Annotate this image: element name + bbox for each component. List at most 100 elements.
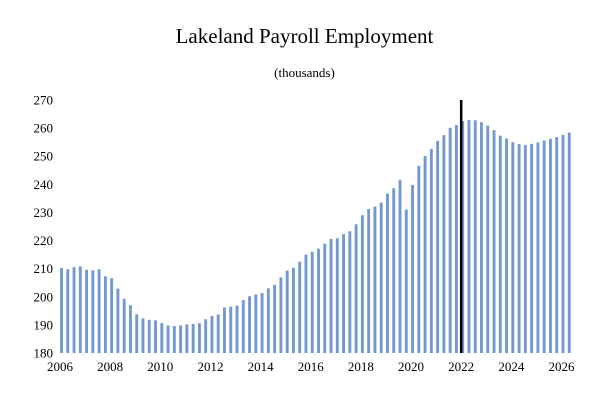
bar bbox=[254, 294, 258, 353]
bar bbox=[154, 320, 157, 353]
chart-subtitle: (thousands) bbox=[274, 65, 335, 80]
bar bbox=[241, 300, 245, 353]
x-tick-label: 2014 bbox=[248, 359, 275, 374]
bar bbox=[511, 142, 515, 353]
x-axis-ticks: 2006 2008 2010 2012 2014 2016 2018 2020 2022 2024… bbox=[47, 359, 575, 374]
bar bbox=[379, 202, 383, 353]
bar bbox=[172, 326, 176, 353]
bar bbox=[72, 267, 76, 353]
bar bbox=[298, 261, 302, 353]
x-tick-label: 2010 bbox=[147, 359, 173, 374]
bar bbox=[329, 238, 333, 353]
bar bbox=[530, 143, 534, 353]
y-tick-label: 210 bbox=[34, 261, 54, 276]
bar bbox=[448, 127, 452, 353]
bar bbox=[354, 224, 358, 353]
bar bbox=[392, 188, 396, 353]
bar bbox=[285, 270, 289, 353]
bar bbox=[166, 325, 170, 353]
chart-title: Lakeland Payroll Employment bbox=[175, 24, 434, 48]
y-axis-ticks: 180 190 200 210 220 230 240 250 260 270 bbox=[34, 93, 54, 361]
bar bbox=[523, 144, 527, 353]
bar bbox=[147, 319, 151, 353]
y-tick-label: 220 bbox=[34, 233, 54, 248]
y-tick-label: 190 bbox=[34, 317, 54, 332]
bar bbox=[461, 121, 465, 353]
bar bbox=[279, 277, 283, 353]
bar bbox=[567, 132, 571, 353]
x-tick-label: 2018 bbox=[348, 359, 374, 374]
bar bbox=[185, 324, 189, 353]
bar bbox=[467, 119, 471, 354]
bar bbox=[66, 269, 70, 353]
bar bbox=[436, 141, 440, 353]
x-tick-label: 2008 bbox=[97, 359, 123, 374]
bar bbox=[229, 306, 233, 353]
y-tick-label: 270 bbox=[34, 93, 54, 108]
bar bbox=[103, 276, 107, 353]
x-tick-label: 2016 bbox=[298, 359, 325, 374]
bar bbox=[555, 137, 559, 353]
bar bbox=[235, 305, 239, 353]
bar bbox=[411, 184, 414, 353]
bar bbox=[260, 293, 264, 353]
bar bbox=[273, 284, 277, 353]
bar bbox=[304, 254, 308, 353]
bar bbox=[486, 125, 490, 353]
bar bbox=[323, 243, 327, 353]
bar bbox=[367, 209, 371, 353]
bar bbox=[110, 278, 114, 353]
y-tick-label: 240 bbox=[34, 177, 54, 192]
bar bbox=[517, 144, 521, 353]
bar bbox=[197, 323, 201, 353]
bar bbox=[548, 138, 552, 353]
bar bbox=[473, 120, 477, 354]
bar bbox=[97, 269, 101, 353]
bar bbox=[223, 307, 226, 353]
y-tick-label: 260 bbox=[34, 121, 54, 136]
x-tick-label: 2024 bbox=[498, 359, 525, 374]
bar bbox=[386, 193, 389, 353]
bar bbox=[536, 142, 540, 353]
bar bbox=[135, 314, 139, 353]
bar bbox=[204, 319, 208, 353]
bar bbox=[60, 268, 63, 353]
bar bbox=[317, 248, 320, 353]
x-tick-label: 2022 bbox=[448, 359, 474, 374]
bar bbox=[122, 298, 126, 353]
bar bbox=[498, 135, 502, 353]
bar bbox=[360, 215, 364, 353]
bar bbox=[454, 125, 458, 354]
x-tick-label: 2006 bbox=[47, 359, 74, 374]
bar bbox=[191, 324, 195, 353]
x-tick-label: 2012 bbox=[197, 359, 223, 374]
bar bbox=[342, 234, 346, 353]
bar bbox=[442, 135, 446, 353]
bar bbox=[417, 165, 421, 353]
bar bbox=[398, 179, 402, 353]
bar bbox=[542, 140, 546, 353]
bar bbox=[492, 130, 496, 353]
bar bbox=[429, 148, 433, 353]
bar bbox=[373, 206, 377, 353]
x-tick-label: 2026 bbox=[548, 359, 575, 374]
bar bbox=[561, 134, 565, 353]
bar bbox=[348, 231, 352, 353]
y-tick-label: 200 bbox=[34, 289, 54, 304]
bar bbox=[78, 266, 82, 353]
bar bbox=[404, 209, 408, 353]
y-tick-label: 230 bbox=[34, 205, 54, 220]
bar bbox=[266, 288, 270, 353]
bar bbox=[216, 314, 220, 353]
bar bbox=[141, 318, 145, 353]
bar bbox=[480, 122, 483, 354]
bar bbox=[91, 270, 95, 353]
bar bbox=[85, 269, 89, 353]
y-tick-label: 180 bbox=[34, 346, 54, 361]
bar bbox=[423, 155, 427, 353]
bar bbox=[335, 238, 339, 353]
y-tick-label: 250 bbox=[34, 149, 54, 164]
bar-series bbox=[60, 119, 571, 354]
bar bbox=[129, 305, 132, 353]
